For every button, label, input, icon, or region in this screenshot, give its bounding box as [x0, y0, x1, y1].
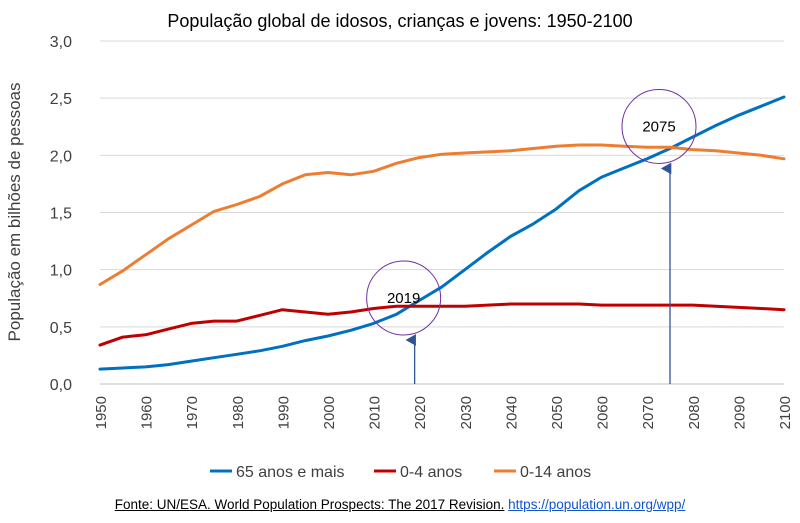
series-line-1 — [98, 302, 786, 347]
x-tick-label: 2100 — [777, 396, 794, 429]
x-tick-label: 1960 — [139, 396, 156, 429]
legend: 65 anos e mais 0-4 anos 0-14 anos — [210, 464, 591, 481]
x-tick-label: 2080 — [686, 396, 703, 429]
source-note: Fonte: UN/ESA. World Population Prospect… — [0, 497, 800, 512]
x-tick-label: 1970 — [184, 396, 201, 429]
legend-label: 0-14 anos — [520, 464, 591, 481]
annotation-label: 2075 — [642, 118, 675, 135]
x-tick-label: 2000 — [321, 396, 338, 429]
x-tick-label: 2040 — [503, 396, 520, 429]
y-axis-label: População em bilhões de pessoas — [5, 83, 24, 342]
x-tick-label: 2020 — [412, 396, 429, 429]
annotation-label: 2019 — [387, 290, 420, 307]
source-text: Fonte: UN/ESA. World Population Prospect… — [114, 497, 505, 512]
y-tick-label: 0,5 — [50, 320, 72, 337]
series-lines — [98, 95, 786, 371]
y-tick-label: 1,5 — [50, 206, 72, 223]
y-tick-label: 0,0 — [50, 377, 72, 394]
series-line-2 — [98, 143, 786, 286]
source-link[interactable]: https://population.un.org/wpp/ — [508, 497, 686, 512]
annotations: 2019 2075 — [366, 88, 697, 384]
legend-label: 65 anos e mais — [236, 464, 345, 481]
x-tick-label: 2010 — [367, 396, 384, 429]
y-tick-label: 3,0 — [50, 34, 72, 51]
chart-title: População global de idosos, crianças e j… — [167, 11, 632, 31]
x-tick-label: 2060 — [595, 396, 612, 429]
x-tick-label: 2050 — [549, 396, 566, 429]
annotation-circle — [366, 260, 442, 336]
grid-lines — [100, 40, 784, 385]
series-line-0 — [98, 95, 786, 371]
x-tick-label: 1990 — [275, 396, 292, 429]
x-tick-label: 2090 — [731, 396, 748, 429]
y-tick-label: 2,0 — [50, 148, 72, 165]
y-tick-label: 1,0 — [50, 263, 72, 280]
x-tick-label: 1980 — [230, 396, 247, 429]
legend-label: 0-4 anos — [400, 464, 462, 481]
x-tick-label: 2070 — [640, 396, 657, 429]
x-tick-label: 2030 — [458, 396, 475, 429]
annotation-circle — [621, 88, 697, 164]
y-axis: 0,0 0,5 1,0 1,5 2,0 2,5 3,0 — [50, 34, 72, 394]
x-axis: 1950 1960 1970 1980 1990 2000 2010 2020 2030 2040… — [93, 396, 794, 429]
y-tick-label: 2,5 — [50, 91, 72, 108]
x-tick-label: 1950 — [93, 396, 110, 429]
